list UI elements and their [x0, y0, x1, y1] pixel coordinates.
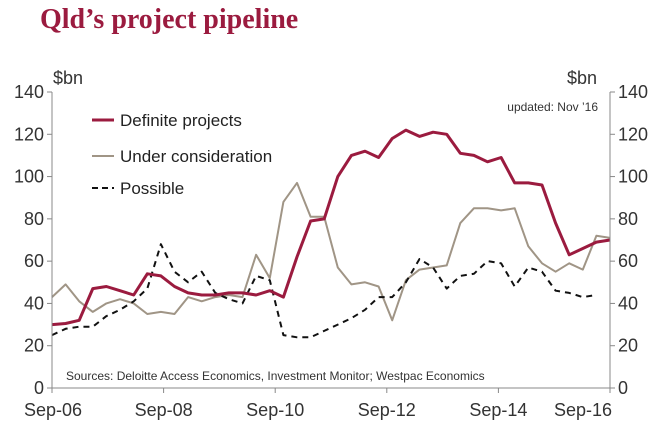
y-tick-label-right: 140: [618, 82, 648, 102]
series-layer: [51, 128, 611, 339]
legend-label: Possible: [120, 179, 184, 198]
y-unit-right: $bn: [567, 68, 597, 88]
legend-label: Definite projects: [120, 111, 242, 130]
y-unit-left: $bn: [53, 68, 83, 88]
y-tick-label-right: 120: [618, 124, 648, 144]
y-tick-label-left: 120: [14, 124, 44, 144]
y-tick-label-left: 80: [24, 209, 44, 229]
y-tick-label-left: 60: [24, 251, 44, 271]
series-line-definite-projects: [51, 128, 611, 327]
x-tick-label: Sep-14: [469, 400, 527, 420]
y-tick-label-left: 140: [14, 82, 44, 102]
legend-label: Under consideration: [120, 147, 272, 166]
y-tick-label-left: 40: [24, 293, 44, 313]
x-tick-label: Sep-10: [246, 400, 304, 420]
y-tick-label-right: 100: [618, 167, 648, 187]
y-tick-label-right: 60: [618, 251, 638, 271]
y-tick-label-right: 20: [618, 336, 638, 356]
x-tick-label: Sep-12: [358, 400, 416, 420]
series-line-under-consideration: [51, 181, 611, 322]
series-line-possible: [51, 243, 597, 339]
x-tick-label: Sep-08: [135, 400, 193, 420]
y-tick-label-right: 80: [618, 209, 638, 229]
chart-title: Qld’s project pipeline: [40, 4, 299, 35]
x-tick-label: Sep-16: [554, 400, 612, 420]
y-tick-label-left: 20: [24, 336, 44, 356]
y-tick-label-left: 0: [34, 378, 44, 398]
axis-layer: 0 0 20 20 40 40 60 60 80 80 100 100 120 120 140 140 Sep-…: [14, 82, 648, 420]
legend: Definite projects Under consideration Poss…: [92, 111, 272, 198]
source-note: Sources: Deloitte Access Economics, Inve…: [66, 369, 485, 383]
updated-note: updated: Nov ’16: [507, 100, 598, 114]
y-tick-label-left: 100: [14, 167, 44, 187]
y-tick-label-right: 0: [618, 378, 628, 398]
y-tick-label-right: 40: [618, 293, 638, 313]
grid-layer: [47, 91, 615, 389]
x-tick-label: Sep-06: [24, 400, 82, 420]
